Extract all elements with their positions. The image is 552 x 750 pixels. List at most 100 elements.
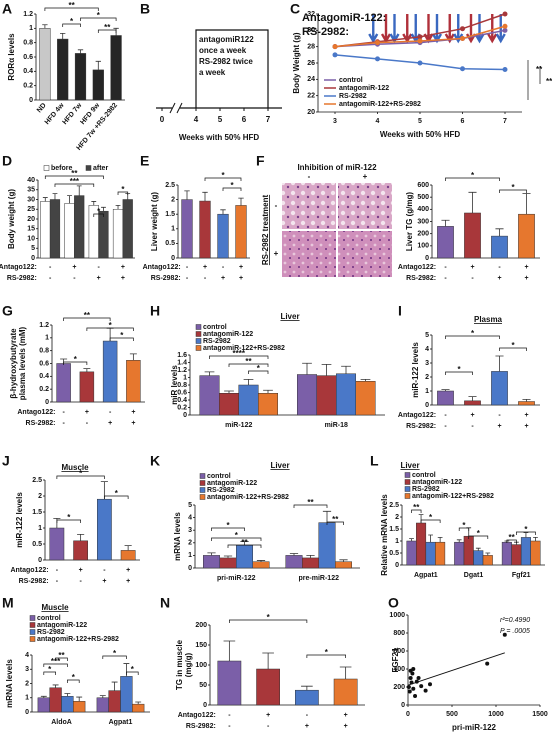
significance-label: * xyxy=(115,489,119,498)
treatment-sign: + xyxy=(85,409,89,416)
point xyxy=(407,689,412,694)
error-bar xyxy=(262,652,274,669)
y-tick-label: 0.4 xyxy=(39,373,49,380)
y-tick-label: 100 xyxy=(417,243,429,250)
x-tick-label: 6 xyxy=(242,115,247,124)
significance-label: * xyxy=(230,181,234,190)
treatment-sign: + xyxy=(305,723,309,730)
error-bar xyxy=(223,555,233,558)
significance-label: * xyxy=(74,355,78,364)
y-tick-label: 1 xyxy=(45,335,49,342)
treatment-sign: + xyxy=(97,275,101,282)
legend-label: control xyxy=(203,324,227,331)
y-tick-label: 0 xyxy=(401,702,405,709)
y-tick-label: 15 xyxy=(27,226,35,233)
y-tick-label: 0 xyxy=(183,412,187,419)
trend-line xyxy=(407,652,505,686)
panel-title: Plasma xyxy=(474,315,503,324)
error-bar xyxy=(441,389,450,391)
bar xyxy=(302,557,319,569)
panel-letter: C xyxy=(290,1,300,17)
significance-label: ** xyxy=(84,311,91,320)
error-bar xyxy=(60,32,66,40)
y-tick-label: 300 xyxy=(417,218,429,225)
significance-bracket xyxy=(63,361,88,365)
x-tick-label: miR-122 xyxy=(225,422,252,429)
significance-label: * xyxy=(97,11,101,20)
significance-bracket xyxy=(93,213,104,217)
legend-swatch xyxy=(29,636,36,642)
bar xyxy=(252,561,270,569)
treatment-sign: + xyxy=(108,420,112,427)
error-bar xyxy=(522,399,531,402)
image-side-label: RS-2982 treatment xyxy=(261,195,270,266)
error-bar xyxy=(322,510,332,523)
significance-bracket xyxy=(499,189,527,193)
error-bar xyxy=(202,191,208,202)
marker xyxy=(417,34,423,40)
treatment-sign: - xyxy=(103,567,106,574)
treatment-label: RS-2982: xyxy=(19,578,49,585)
treatment-sign: + xyxy=(121,264,125,271)
legend-label: antagomiR-122+RS-2982 xyxy=(203,345,285,352)
panel-letter: L xyxy=(370,453,379,469)
bar xyxy=(518,213,535,259)
panel-title: Liver xyxy=(280,312,299,321)
y-tick-label: 0 xyxy=(31,255,35,262)
significance-bracket xyxy=(86,327,134,331)
bar xyxy=(355,381,376,416)
error-bar xyxy=(456,539,462,543)
bar xyxy=(416,522,427,566)
significance-bracket xyxy=(293,504,328,508)
treatment-sign: + xyxy=(470,264,474,271)
y-tick-label: 100 xyxy=(195,662,207,669)
bar xyxy=(454,541,465,566)
significance-bracket xyxy=(506,539,517,543)
error-bar xyxy=(263,389,273,394)
bar xyxy=(39,28,51,101)
y-tick-label: 30 xyxy=(307,27,315,34)
significance-bracket xyxy=(56,519,81,523)
y-tick-label: 1.6 xyxy=(177,352,187,359)
treatment-sign: + xyxy=(131,420,135,427)
y-tick-label: 400 xyxy=(393,666,405,673)
treatment-sign: + xyxy=(524,412,528,419)
error-bar xyxy=(40,695,47,698)
y-tick-label: 0 xyxy=(425,402,429,409)
legend-swatch xyxy=(199,480,206,486)
bar xyxy=(40,201,51,259)
treatment-arrow xyxy=(389,14,400,44)
significance-bracket xyxy=(211,527,245,531)
treatment-label: Antago122: xyxy=(398,264,436,271)
y-tick-label: 1000 xyxy=(389,612,405,619)
y-tick-label: 30 xyxy=(27,196,35,203)
bar xyxy=(297,374,317,416)
y-tick-label: 1.2 xyxy=(177,367,187,374)
y-tick-label: 600 xyxy=(393,648,405,655)
y-tick-label: 0.8 xyxy=(23,40,33,47)
legend-label: antagomiR-122 xyxy=(412,479,462,486)
x-tick-label: 1000 xyxy=(488,711,504,718)
legend-label: RS-2982 xyxy=(412,486,440,493)
bar xyxy=(73,701,86,713)
bar xyxy=(336,373,356,416)
x-tick-label: 4 xyxy=(194,115,199,124)
y-tick-label: 2 xyxy=(25,680,29,687)
panel-letter: I xyxy=(398,303,402,319)
treatment-arrow xyxy=(444,14,455,44)
significance-bracket xyxy=(43,671,56,675)
panel-letter: J xyxy=(2,453,10,469)
treatment-label: RS-2982: xyxy=(406,423,436,430)
marker xyxy=(502,11,508,17)
x-tick-label: 3 xyxy=(333,118,337,125)
y-tick-label: 3 xyxy=(25,666,29,673)
y-tick-label: 0.6 xyxy=(177,389,187,396)
error-bar xyxy=(95,60,101,70)
treatment-arrow xyxy=(402,14,413,44)
bar xyxy=(122,199,133,259)
bar xyxy=(437,226,454,259)
x-tick-label: 7 xyxy=(503,118,507,125)
error-bar xyxy=(76,696,83,702)
error-bar xyxy=(83,368,91,372)
legend-label: antagomiR-122+RS-2982 xyxy=(37,636,119,643)
